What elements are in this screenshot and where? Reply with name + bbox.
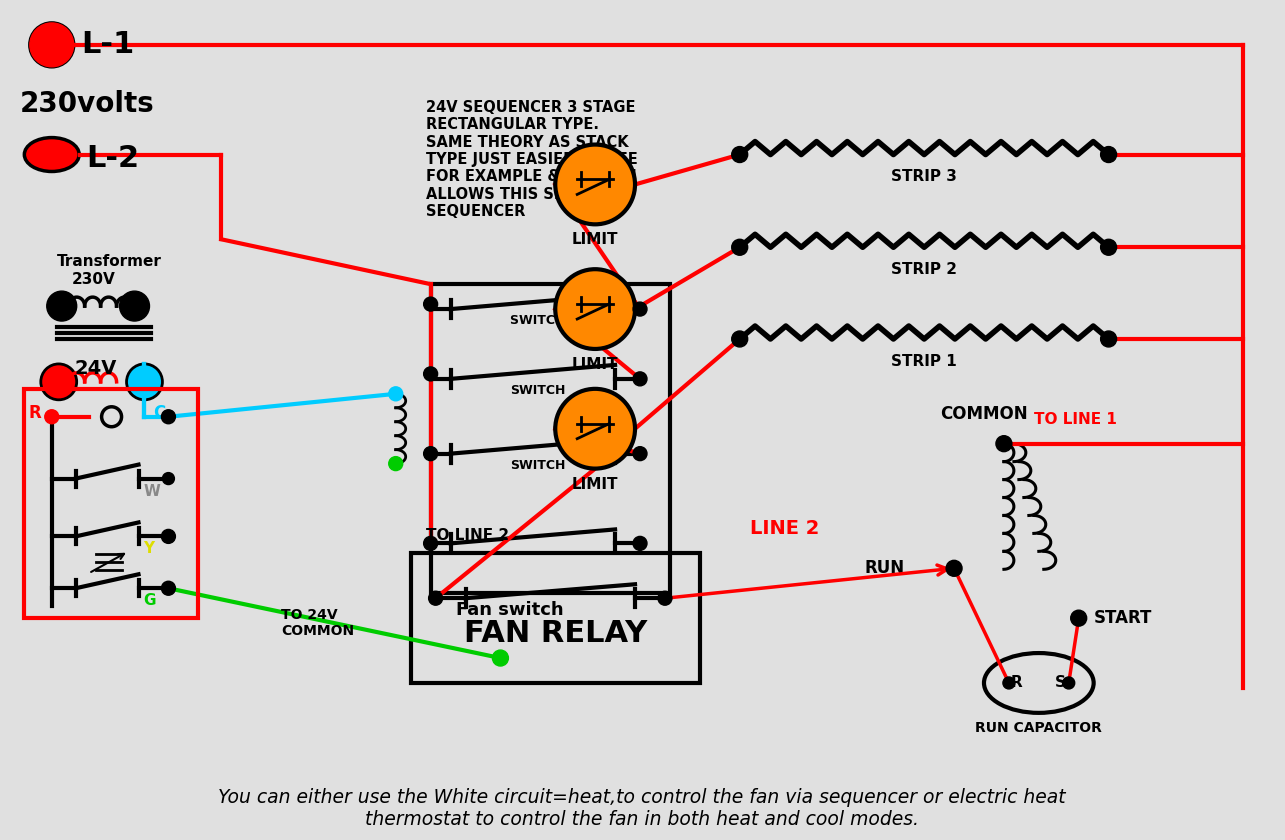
Circle shape [45,410,59,423]
Circle shape [162,473,175,485]
Bar [430,284,669,593]
Circle shape [389,457,402,470]
Text: LIMIT: LIMIT [572,357,618,372]
Text: Transformer: Transformer [57,255,162,270]
Text: RUN CAPACITOR: RUN CAPACITOR [975,721,1103,735]
Circle shape [1063,677,1074,689]
Circle shape [41,364,77,400]
Circle shape [731,239,748,255]
Text: 230V: 230V [72,272,116,287]
Circle shape [162,410,175,423]
Circle shape [1070,610,1087,626]
Circle shape [1002,677,1015,689]
Circle shape [492,650,509,666]
Circle shape [555,144,635,224]
Text: LINE 2: LINE 2 [749,519,819,538]
Text: TO LINE 2: TO LINE 2 [425,528,509,543]
Text: LIMIT: LIMIT [572,476,618,491]
Circle shape [634,302,646,316]
Circle shape [658,591,672,605]
Circle shape [424,297,438,311]
Text: Fan switch: Fan switch [456,601,563,619]
Text: 24V SEQUENCER 3 STAGE
RECTANGULAR TYPE.
SAME THEORY AS STACK
TYPE JUST EASIER TO: 24V SEQUENCER 3 STAGE RECTANGULAR TYPE. … [425,100,637,219]
Circle shape [731,146,748,162]
Circle shape [1101,239,1117,255]
Text: COMMON: COMMON [941,405,1028,423]
Text: 24V: 24V [75,359,117,378]
Bar [411,554,700,683]
Text: R: R [28,404,41,422]
Circle shape [389,387,402,401]
Circle shape [30,23,73,67]
Text: L-1: L-1 [82,30,135,60]
Circle shape [555,389,635,469]
Circle shape [1101,146,1117,162]
Text: You can either use the White circuit=heat,to control the fan via sequencer or el: You can either use the White circuit=hea… [218,788,1065,828]
Text: LIMIT: LIMIT [572,233,618,247]
Text: G: G [144,593,155,608]
Circle shape [424,367,438,381]
Text: STRIP 3: STRIP 3 [892,170,957,185]
Text: FAN RELAY: FAN RELAY [464,619,646,648]
Text: 230volts: 230volts [19,90,154,118]
Circle shape [46,291,77,321]
Text: STRIP 2: STRIP 2 [892,262,957,277]
Circle shape [162,529,175,543]
Circle shape [120,291,149,321]
Text: START: START [1094,609,1153,627]
Text: SWITCH: SWITCH [510,384,565,396]
Text: RUN: RUN [864,559,905,577]
Text: C: C [153,404,166,422]
Text: S: S [1055,675,1067,690]
Circle shape [555,269,635,349]
Circle shape [424,447,438,460]
Text: L-2: L-2 [86,144,140,172]
Text: Y: Y [144,542,154,556]
Text: SWITCH 3: SWITCH 3 [510,314,578,327]
Circle shape [424,537,438,550]
Circle shape [634,447,646,460]
Circle shape [634,372,646,386]
Circle shape [634,537,646,550]
Circle shape [162,581,175,596]
Text: W: W [144,484,161,499]
Circle shape [996,436,1011,452]
Text: TO LINE 1: TO LINE 1 [1034,412,1117,427]
Circle shape [429,591,442,605]
Circle shape [126,364,162,400]
Circle shape [731,331,748,347]
Text: R: R [1011,675,1023,690]
Circle shape [1101,331,1117,347]
Ellipse shape [24,138,80,171]
Text: STRIP 1: STRIP 1 [892,354,957,369]
Text: TO 24V
COMMON: TO 24V COMMON [281,608,355,638]
Text: SWITCH: SWITCH [510,459,565,471]
Bar [24,389,198,618]
Circle shape [946,560,962,576]
